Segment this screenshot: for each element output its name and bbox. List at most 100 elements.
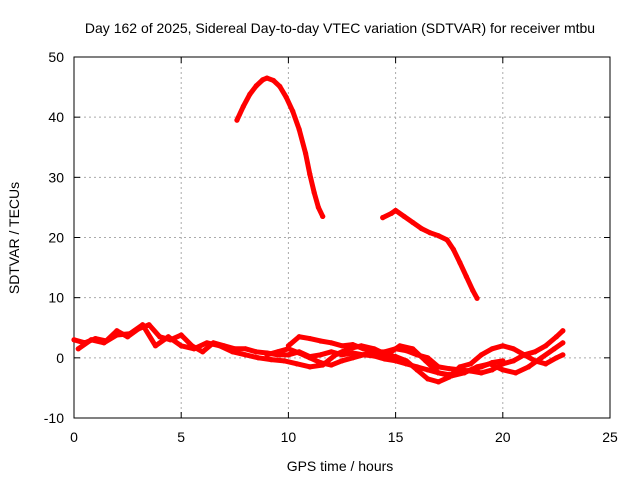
data-point bbox=[521, 352, 527, 358]
data-point bbox=[489, 346, 495, 352]
data-point bbox=[320, 213, 326, 220]
data-point bbox=[423, 358, 429, 364]
data-point bbox=[339, 358, 345, 364]
data-point bbox=[435, 364, 442, 370]
data-point bbox=[290, 108, 296, 114]
series-trace bbox=[234, 75, 326, 219]
data-point bbox=[253, 349, 259, 355]
data-point bbox=[350, 350, 356, 356]
data-point bbox=[88, 337, 94, 343]
data-point bbox=[277, 83, 283, 90]
data-point bbox=[435, 233, 442, 239]
data-point bbox=[275, 349, 281, 355]
data-point bbox=[446, 372, 452, 378]
data-point bbox=[425, 367, 431, 373]
data-point bbox=[446, 366, 452, 372]
y-tick-label: 50 bbox=[48, 49, 64, 65]
data-point bbox=[410, 219, 416, 226]
data-point bbox=[317, 352, 324, 358]
data-point bbox=[393, 358, 399, 364]
data-point bbox=[178, 332, 184, 338]
data-point bbox=[478, 364, 484, 370]
data-point bbox=[281, 358, 287, 364]
data-point bbox=[307, 171, 313, 177]
data-point bbox=[538, 355, 544, 361]
data-layer bbox=[71, 75, 566, 385]
y-tick-label: -10 bbox=[44, 410, 64, 426]
x-tick-label: 0 bbox=[70, 429, 78, 445]
data-point bbox=[470, 287, 476, 294]
y-tick-label: 10 bbox=[48, 290, 64, 306]
data-point bbox=[307, 355, 313, 361]
series-arc-2 bbox=[380, 207, 480, 301]
data-point bbox=[285, 346, 291, 352]
data-point bbox=[328, 349, 334, 355]
data-point bbox=[371, 353, 377, 359]
data-point bbox=[307, 335, 313, 342]
x-tick-label: 5 bbox=[177, 429, 185, 445]
data-point bbox=[152, 343, 159, 349]
data-point bbox=[388, 210, 394, 217]
data-point bbox=[200, 349, 206, 355]
data-point bbox=[553, 334, 560, 340]
data-point bbox=[217, 343, 223, 349]
data-point bbox=[328, 362, 334, 368]
data-point bbox=[270, 77, 276, 84]
data-point bbox=[350, 355, 356, 361]
data-point bbox=[328, 340, 334, 346]
data-point bbox=[268, 357, 274, 363]
data-point bbox=[382, 356, 388, 362]
y-tick-label: 30 bbox=[48, 169, 64, 185]
y-tick-label: 20 bbox=[48, 230, 64, 246]
data-point bbox=[350, 341, 356, 348]
data-point bbox=[127, 331, 133, 337]
data-point bbox=[315, 204, 322, 211]
data-point bbox=[178, 343, 184, 349]
data-point bbox=[532, 358, 538, 364]
data-point bbox=[551, 346, 557, 352]
chart-title: Day 162 of 2025, Sidereal Day-to-day VTE… bbox=[85, 20, 595, 36]
data-point bbox=[553, 355, 560, 361]
data-point bbox=[435, 370, 442, 376]
data-point bbox=[489, 360, 495, 366]
series-low-4 bbox=[264, 346, 506, 378]
data-point bbox=[191, 346, 197, 352]
data-point bbox=[332, 352, 339, 358]
data-point bbox=[410, 346, 416, 352]
data-point bbox=[311, 189, 317, 195]
data-point bbox=[146, 322, 152, 328]
y-tick-label: 40 bbox=[48, 109, 64, 125]
data-point bbox=[414, 364, 420, 370]
data-point bbox=[240, 103, 246, 109]
series-arc-1 bbox=[234, 75, 326, 220]
data-point bbox=[307, 364, 313, 370]
data-point bbox=[264, 75, 270, 81]
y-axis-label: SDTVAR / TECUs bbox=[6, 182, 22, 294]
data-point bbox=[317, 360, 324, 366]
data-point bbox=[283, 94, 289, 100]
series-trace bbox=[380, 207, 480, 301]
data-point bbox=[543, 343, 549, 349]
data-point bbox=[510, 346, 517, 352]
data-point bbox=[450, 246, 457, 253]
y-tick-label: 0 bbox=[56, 350, 64, 366]
data-point bbox=[418, 225, 424, 232]
data-point bbox=[285, 352, 291, 358]
data-point bbox=[253, 83, 259, 89]
data-point bbox=[510, 358, 517, 364]
data-point bbox=[234, 117, 240, 123]
data-point bbox=[294, 361, 300, 367]
data-point bbox=[463, 274, 469, 280]
data-point bbox=[500, 343, 506, 349]
data-point bbox=[397, 343, 403, 349]
data-point bbox=[403, 361, 409, 367]
x-axis-label: GPS time / hours bbox=[287, 458, 394, 474]
data-point bbox=[114, 328, 120, 334]
data-point bbox=[71, 337, 77, 343]
data-point bbox=[114, 332, 120, 338]
data-point bbox=[468, 367, 474, 373]
data-point bbox=[401, 213, 407, 220]
data-point bbox=[543, 361, 549, 367]
data-point bbox=[230, 349, 236, 355]
